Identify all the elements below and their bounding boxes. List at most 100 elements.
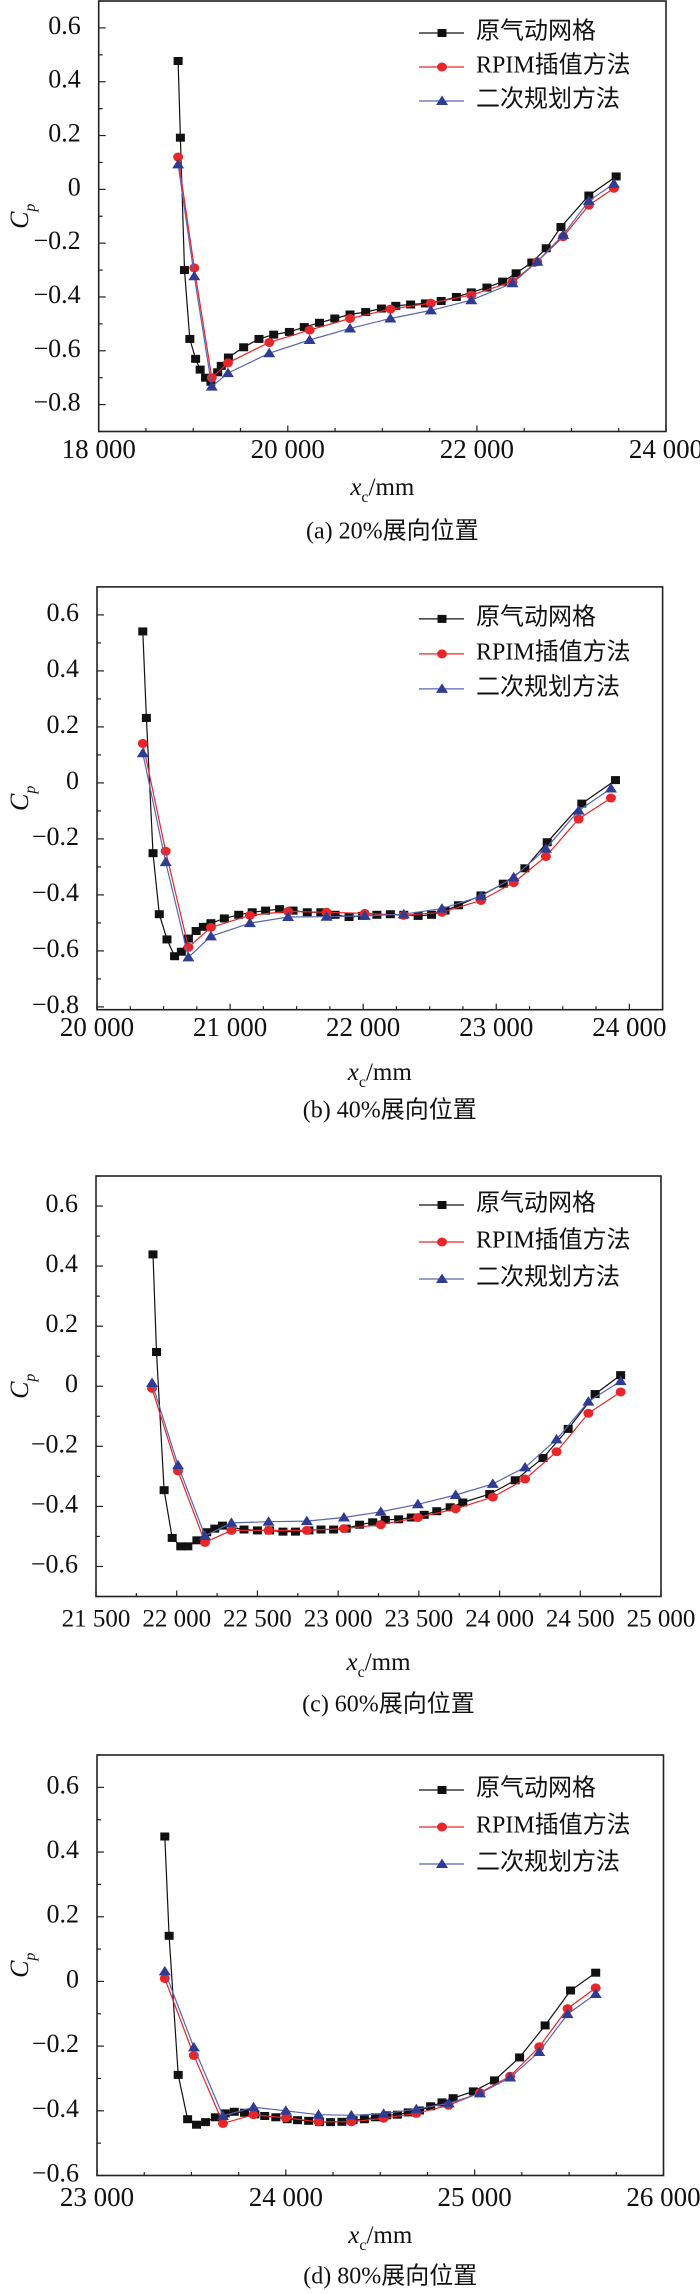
x-tick-label: 18 000 bbox=[62, 434, 136, 464]
data-point bbox=[355, 1520, 365, 1529]
legend-label: 二次规划方法 bbox=[476, 86, 620, 113]
series-2 bbox=[146, 1375, 627, 1540]
data-point bbox=[146, 1377, 159, 1387]
legend-item: 原气动网格 bbox=[419, 18, 596, 45]
y-tick-label: −0.4 bbox=[34, 280, 81, 309]
data-point bbox=[359, 2115, 369, 2124]
x-tick-label: 23 000 bbox=[60, 2182, 134, 2212]
x-tick-label: 23 000 bbox=[304, 1606, 373, 1633]
y-axis-label: Cp bbox=[5, 204, 39, 229]
y-axis-label-var: C bbox=[5, 1960, 34, 1978]
x-axis-label-sub: c bbox=[361, 489, 368, 506]
series-0 bbox=[160, 1832, 601, 2129]
data-point bbox=[278, 1527, 288, 1536]
data-point bbox=[413, 911, 423, 920]
x-tick-label: 22 000 bbox=[142, 1606, 211, 1633]
x-axis-label-var: x bbox=[347, 2222, 359, 2249]
data-point bbox=[320, 911, 333, 921]
data-point bbox=[550, 1433, 563, 1444]
chart-svg: 21 500 22 000 22 500 23 000 23 500 24 000 24 5… bbox=[5, 1175, 695, 1718]
legend-marker bbox=[437, 614, 447, 623]
y-tick-label: −0.8 bbox=[34, 388, 81, 417]
data-point bbox=[303, 334, 316, 345]
chart-caption: (b) 40%展向位置 bbox=[303, 1097, 477, 1124]
y-tick-label: 0.2 bbox=[46, 1309, 79, 1338]
x-tick-label: 26 000 bbox=[626, 2182, 700, 2212]
data-point bbox=[216, 361, 226, 370]
data-point bbox=[465, 294, 478, 305]
series-1 bbox=[159, 1974, 601, 2128]
data-point bbox=[590, 1390, 600, 1399]
x-tick-label: 23 000 bbox=[459, 1012, 533, 1042]
x-axis-label: xc/mm bbox=[349, 474, 415, 506]
legend-label: 原气动网格 bbox=[476, 603, 596, 630]
data-point bbox=[468, 2087, 478, 2096]
data-point bbox=[191, 927, 201, 936]
data-point bbox=[254, 334, 264, 343]
y-tick-label: −0.2 bbox=[32, 2029, 79, 2058]
data-point bbox=[392, 2110, 402, 2119]
y-tick-label: −0.6 bbox=[31, 1549, 78, 1578]
x-tick-label: 20 000 bbox=[60, 1012, 134, 1042]
data-point bbox=[344, 322, 357, 333]
data-point bbox=[248, 2110, 259, 2120]
data-point bbox=[204, 930, 217, 941]
data-point bbox=[205, 381, 218, 391]
y-tick-label: −0.6 bbox=[32, 2158, 79, 2187]
data-point bbox=[337, 1512, 350, 1522]
data-point bbox=[582, 1396, 595, 1406]
y-axis-label-sub: p bbox=[22, 204, 39, 213]
data-point bbox=[288, 906, 298, 915]
data-point bbox=[314, 318, 324, 327]
data-point bbox=[424, 304, 437, 315]
data-point bbox=[577, 799, 587, 808]
y-tick-label: −0.2 bbox=[34, 226, 81, 255]
data-point bbox=[201, 2118, 211, 2127]
data-point bbox=[435, 903, 448, 913]
data-point bbox=[474, 890, 487, 901]
legend-marker bbox=[437, 1786, 447, 1794]
data-point bbox=[358, 910, 371, 920]
chart-svg: 23 000 24 000 25 000 26 000 0.6 0.4 0.2 0 −0.2 −0… bbox=[5, 1754, 700, 2290]
legend-item: 二次规划方法 bbox=[419, 1849, 620, 1876]
data-point bbox=[244, 910, 255, 920]
data-point bbox=[263, 347, 276, 358]
data-point bbox=[192, 1536, 202, 1545]
data-point bbox=[330, 314, 340, 323]
y-tick-label: 0 bbox=[65, 1369, 78, 1398]
x-axis-label-var: x bbox=[345, 1649, 357, 1676]
data-point bbox=[160, 1832, 170, 1841]
data-point bbox=[411, 1498, 424, 1509]
legend-label: RPIM插值方法 bbox=[476, 52, 631, 79]
x-tick-label: 24 500 bbox=[546, 1606, 615, 1633]
x-tick-label: 22 500 bbox=[223, 1606, 292, 1633]
x-axis-label-unit: /mm bbox=[365, 1649, 411, 1676]
data-point bbox=[368, 1518, 378, 1527]
y-axis-label-var: C bbox=[5, 793, 34, 811]
y-tick-label: −0.4 bbox=[32, 878, 79, 907]
data-point bbox=[448, 2094, 458, 2103]
y-tick-label: 0.2 bbox=[48, 119, 81, 148]
data-point bbox=[450, 1504, 461, 1514]
data-point bbox=[458, 1498, 468, 1507]
data-point bbox=[563, 1424, 573, 1433]
x-tick-label: 21 500 bbox=[62, 1606, 131, 1633]
data-point bbox=[380, 1515, 390, 1524]
data-point bbox=[173, 2070, 183, 2079]
data-point bbox=[590, 1983, 601, 1993]
x-tick-label: 21 000 bbox=[193, 1012, 267, 1042]
data-point bbox=[137, 738, 148, 748]
data-point bbox=[167, 1533, 177, 1542]
data-point bbox=[205, 922, 216, 932]
data-point bbox=[540, 2021, 550, 2030]
y-tick-label: 0 bbox=[66, 1964, 79, 1993]
data-point bbox=[187, 2041, 200, 2052]
data-point bbox=[403, 2108, 413, 2117]
data-point bbox=[201, 373, 211, 382]
data-point bbox=[614, 1375, 627, 1386]
data-point bbox=[183, 2115, 193, 2124]
y-tick-label: 0 bbox=[68, 172, 81, 201]
data-point bbox=[376, 304, 386, 313]
